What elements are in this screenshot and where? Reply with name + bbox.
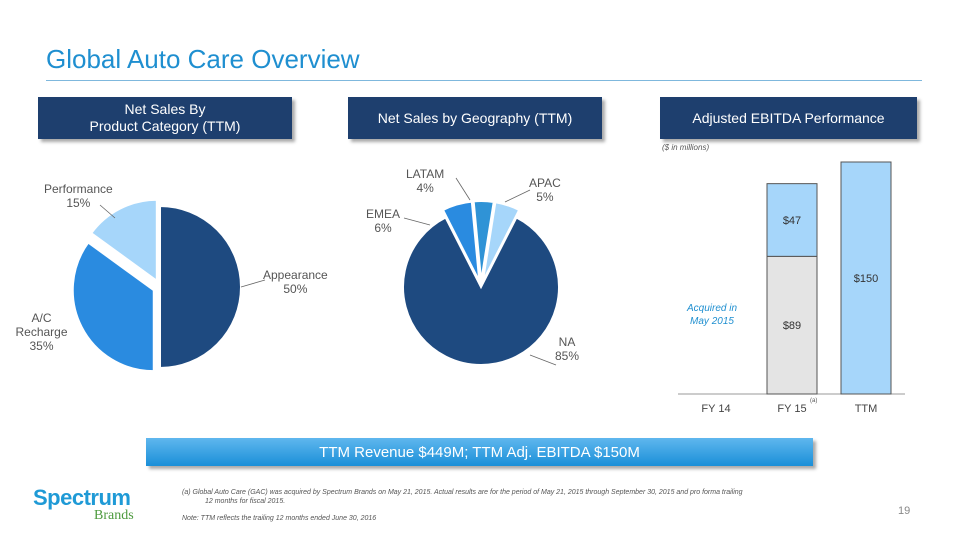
header-product-line1: Net Sales By bbox=[124, 101, 206, 117]
ac-recharge-label: A/C Recharge 35% bbox=[15, 311, 68, 353]
x-tick-label: FY 15 bbox=[777, 403, 806, 415]
page-title: Global Auto Care Overview bbox=[46, 44, 360, 74]
footnote-a: (a) Global Auto Care (GAC) was acquired … bbox=[182, 489, 743, 496]
header-product-line2: Product Category (TTM) bbox=[89, 118, 241, 134]
pie2-slice-emea bbox=[441, 200, 481, 282]
appearance-leader bbox=[240, 279, 266, 288]
performance-label: Performance 15% bbox=[44, 182, 113, 210]
header-product-category: Net Sales By Product Category (TTM) bbox=[38, 97, 292, 139]
x-tick-label: FY 14 bbox=[701, 403, 730, 415]
pie1-slice-performance bbox=[89, 198, 158, 283]
header-ebitda: Adjusted EBITDA Performance bbox=[660, 97, 917, 139]
bar-ttm-s1 bbox=[840, 161, 892, 395]
apac-leader bbox=[504, 189, 531, 203]
latam-label: LATAM 4% bbox=[406, 167, 445, 195]
na-label: NA 85% bbox=[555, 335, 580, 363]
x-tick-label: TTM bbox=[855, 403, 878, 415]
bar-fy15-s0 bbox=[766, 255, 818, 395]
header-geography: Net Sales by Geography (TTM) bbox=[348, 97, 602, 139]
title-divider bbox=[46, 80, 922, 81]
page-number: 19 bbox=[898, 505, 911, 517]
pie1-slice-a-c-recharge bbox=[71, 241, 155, 373]
bar-value-label: $89 bbox=[783, 320, 801, 332]
latam-leader bbox=[455, 177, 471, 201]
pie2-slice-latam bbox=[472, 200, 495, 282]
brands-logo: Brands bbox=[94, 508, 134, 523]
apac-label: APAC 5% bbox=[529, 176, 561, 204]
pie2-slice-apac bbox=[481, 201, 521, 282]
na-leader bbox=[529, 354, 557, 366]
spectrum-logo: Spectrum bbox=[33, 485, 131, 510]
performance-leader bbox=[99, 204, 116, 219]
emea-label: EMEA 6% bbox=[366, 207, 401, 235]
footnote-a2: 12 months for fiscal 2015. bbox=[205, 498, 286, 505]
emea-leader bbox=[403, 217, 431, 226]
bar-fy15-s1 bbox=[766, 183, 818, 257]
acquired-note: Acquired in May 2015 bbox=[686, 303, 738, 327]
bar-value-label: $47 bbox=[783, 215, 801, 227]
footnote-note: Note: TTM reflects the trailing 12 month… bbox=[182, 515, 377, 522]
pie2-slice-na bbox=[402, 216, 560, 366]
pie1-slice-appearance bbox=[159, 204, 242, 370]
appearance-label: Appearance 50% bbox=[263, 268, 328, 296]
fy15-superscript: (a) bbox=[810, 398, 818, 404]
units-note: ($ in millions) bbox=[662, 143, 710, 152]
bar-value-label: $150 bbox=[854, 273, 878, 285]
summary-banner: TTM Revenue $449M; TTM Adj. EBITDA $150M bbox=[146, 438, 813, 466]
